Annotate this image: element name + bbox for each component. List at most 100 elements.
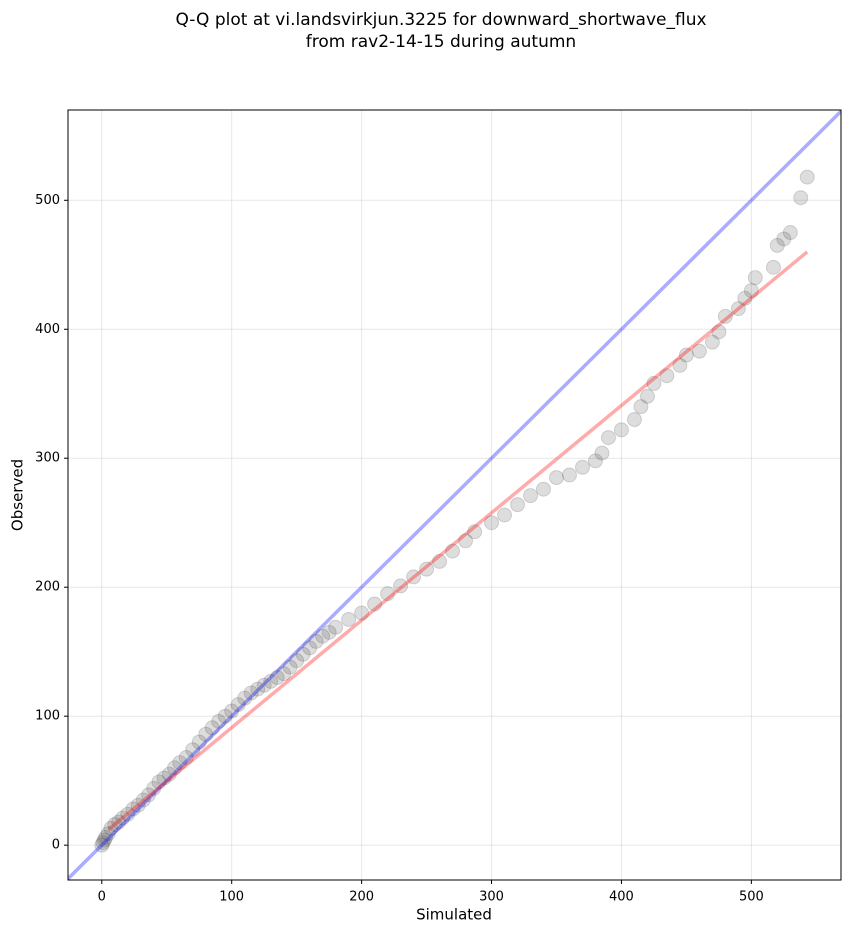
point	[510, 497, 526, 513]
point	[211, 713, 227, 729]
point	[191, 734, 207, 750]
point	[167, 760, 183, 776]
point	[308, 633, 324, 649]
point	[633, 399, 649, 415]
point	[125, 801, 141, 817]
point	[224, 703, 240, 719]
y-tick-label: 0	[52, 838, 60, 853]
y-tick-label: 200	[35, 580, 60, 595]
point	[711, 324, 727, 340]
point	[315, 628, 331, 644]
chart-title: Q-Q plot at vi.landsvirkjun.3225 for dow…	[175, 10, 706, 30]
point	[747, 270, 763, 286]
point	[406, 569, 422, 585]
x-tick-label: 100	[219, 890, 244, 905]
point	[776, 231, 792, 247]
point	[445, 543, 461, 559]
y-tick-label: 500	[35, 193, 60, 208]
chart-subtitle: from rav2-14-15 during autumn	[306, 32, 576, 52]
point	[230, 697, 246, 713]
point	[561, 467, 577, 483]
point	[393, 578, 409, 594]
point	[769, 237, 785, 253]
point	[263, 673, 279, 689]
point	[626, 412, 642, 428]
point	[587, 453, 603, 469]
point	[639, 388, 655, 404]
point	[250, 681, 266, 697]
point	[691, 343, 707, 359]
point	[276, 666, 292, 682]
point	[103, 820, 119, 836]
plot-frame	[67, 109, 842, 881]
point	[678, 347, 694, 363]
point	[730, 301, 746, 317]
point	[130, 797, 146, 813]
point	[484, 515, 500, 531]
point	[659, 368, 675, 384]
x-tick-label: 0	[98, 890, 106, 905]
point	[151, 774, 167, 790]
y-tick-label: 400	[35, 322, 60, 337]
point	[574, 459, 590, 475]
point	[295, 646, 311, 662]
y-tick-label: 300	[35, 451, 60, 466]
point	[367, 596, 383, 612]
point	[704, 334, 720, 350]
point	[120, 806, 136, 822]
y-axis-label: Observed	[9, 459, 27, 531]
point	[172, 755, 188, 771]
point	[380, 586, 396, 602]
point	[600, 430, 616, 446]
point	[135, 792, 151, 808]
fit-line	[68, 110, 841, 880]
point	[535, 481, 551, 497]
point	[282, 659, 298, 675]
point	[94, 837, 110, 853]
point	[548, 470, 564, 486]
fit-line	[107, 250, 809, 832]
point	[737, 290, 753, 306]
point	[497, 507, 513, 523]
point	[217, 708, 233, 724]
point	[467, 524, 483, 540]
y-tick-label: 100	[35, 709, 60, 724]
plot-area	[68, 110, 841, 880]
point	[717, 308, 733, 324]
point	[95, 835, 111, 851]
point	[302, 640, 318, 656]
point	[613, 422, 629, 438]
point	[115, 810, 131, 826]
point	[799, 169, 815, 185]
point	[156, 770, 172, 786]
point	[141, 787, 157, 803]
point	[765, 259, 781, 275]
point	[594, 445, 610, 461]
point	[100, 826, 116, 842]
point	[111, 814, 127, 830]
point	[96, 832, 112, 848]
point	[161, 766, 177, 782]
point	[237, 690, 253, 706]
point	[328, 619, 344, 635]
point	[341, 611, 357, 627]
point	[782, 225, 798, 241]
point	[672, 357, 688, 373]
point	[185, 742, 201, 758]
point	[198, 726, 214, 742]
point	[419, 561, 435, 577]
x-axis-label: Simulated	[416, 906, 492, 924]
point	[793, 190, 809, 206]
point	[146, 780, 162, 796]
point	[523, 488, 539, 504]
point	[98, 829, 114, 845]
point	[289, 653, 305, 669]
point	[646, 375, 662, 391]
point	[243, 685, 259, 701]
point	[354, 605, 370, 621]
x-tick-label: 300	[479, 890, 504, 905]
point	[432, 553, 448, 569]
point	[458, 533, 474, 549]
x-tick-label: 500	[739, 890, 764, 905]
